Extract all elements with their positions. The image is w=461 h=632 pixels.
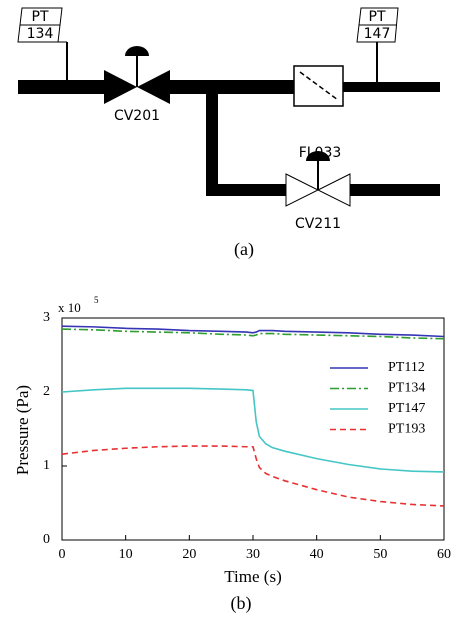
y-axis-label: Pressure (Pa) <box>13 385 32 475</box>
x-tick-label: 40 <box>310 547 324 562</box>
x-tick-label: 20 <box>182 547 196 562</box>
pipe <box>18 80 106 94</box>
y-tick-label: 0 <box>43 532 50 547</box>
instrument-number: 134 <box>27 26 54 42</box>
legend-label: PT134 <box>388 381 425 396</box>
valve-label: CV211 <box>295 216 341 232</box>
series-line <box>61 328 445 340</box>
series-line <box>61 387 445 473</box>
plot-frame <box>61 317 445 541</box>
filter-box <box>293 65 344 107</box>
x-axis-label: Time (s) <box>224 567 281 586</box>
valve-actuator <box>306 151 330 161</box>
pipe <box>343 82 440 92</box>
x-tick-label: 60 <box>437 547 451 562</box>
legend-label: PT147 <box>388 401 425 416</box>
valve-actuator <box>125 46 149 56</box>
series-line <box>61 325 445 338</box>
series-line <box>61 445 445 507</box>
instrument-tag: PT <box>369 9 386 25</box>
chart: x 10 5 Pressure (Pa) Time (s) (b) 0 10 20 3… <box>13 295 451 614</box>
y-scale-exponent: 5 <box>94 295 99 305</box>
pipe <box>350 184 440 196</box>
y-tick-label: 1 <box>43 458 50 473</box>
pipe <box>168 80 294 94</box>
pipe <box>206 184 286 196</box>
valve-body <box>316 173 351 207</box>
x-tick-label: 50 <box>373 547 387 562</box>
y-tick-label: 3 <box>43 310 50 325</box>
valve-body <box>137 70 170 104</box>
x-tick-label: 30 <box>246 547 260 562</box>
y-scale-label: x 10 <box>58 300 81 315</box>
caption: (b) <box>231 593 252 614</box>
instrument-tag: PT <box>32 9 49 25</box>
x-tick-label: 10 <box>119 547 133 562</box>
legend-label: PT193 <box>388 422 425 437</box>
legend-label: PT112 <box>388 360 425 375</box>
y-tick-label: 2 <box>43 384 50 399</box>
caption: (a) <box>234 239 254 260</box>
valve-label: CV201 <box>114 108 160 124</box>
valve-body <box>285 173 320 207</box>
pid-diagram: CV201 FL033 CV211 PT 134 PT 147 (a) <box>17 7 440 260</box>
x-tick-label: 0 <box>59 547 66 562</box>
valve-body <box>104 70 137 104</box>
instrument-number: 147 <box>364 26 391 42</box>
pipe <box>206 80 218 196</box>
